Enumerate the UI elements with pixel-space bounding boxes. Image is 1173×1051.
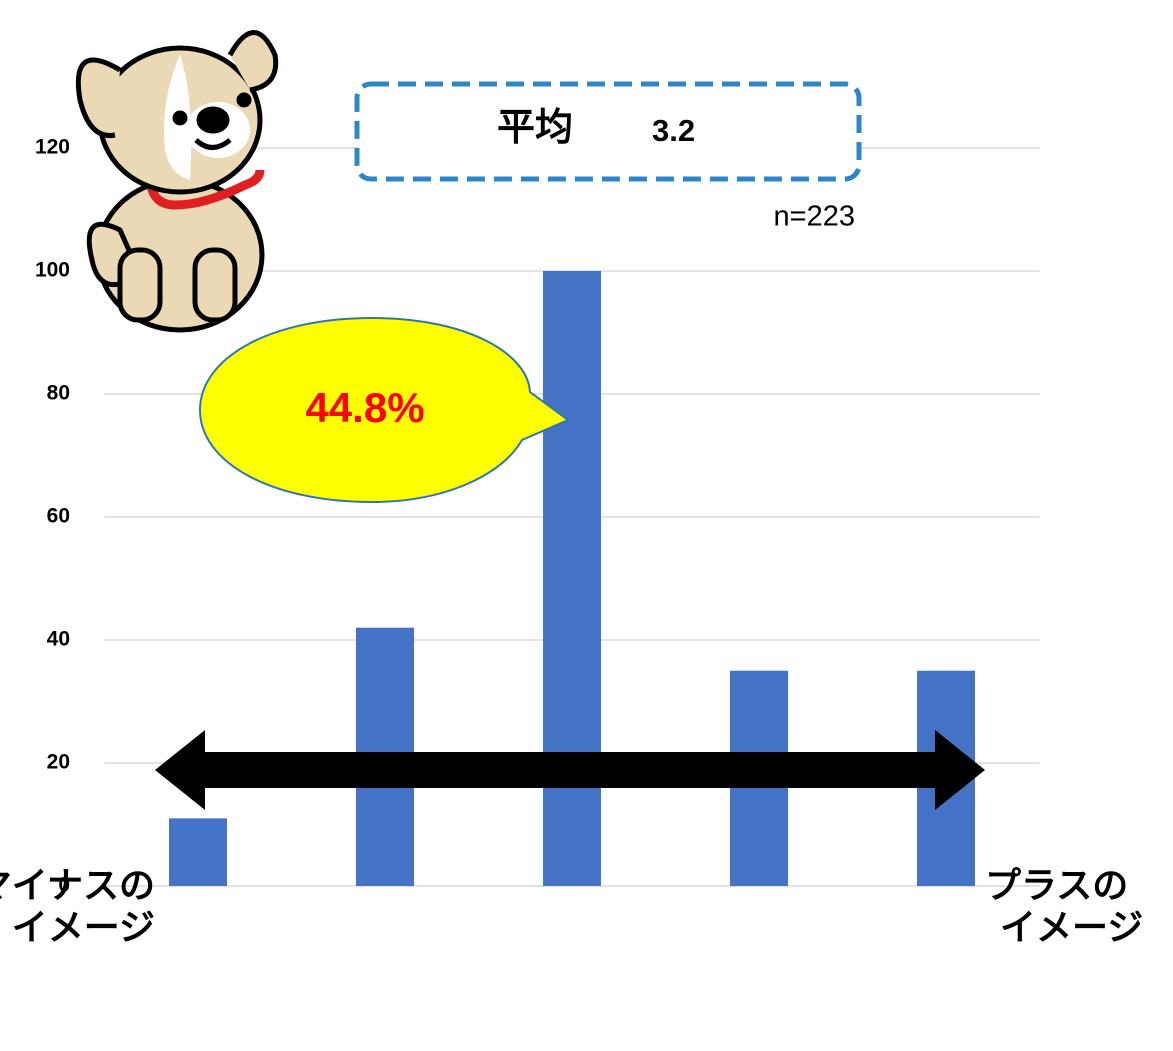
bar <box>169 818 227 886</box>
y-tick-label: 40 <box>47 628 70 651</box>
right-label: プラスの <box>985 865 1128 906</box>
mean-label: 平均 <box>497 107 573 149</box>
mean-box <box>357 84 859 179</box>
left-label: マイナスの <box>0 865 155 906</box>
right-label: イメージ <box>1000 907 1143 948</box>
mean-value: 3.2 <box>652 113 695 148</box>
dog-illustration <box>78 33 275 331</box>
left-label: イメージ <box>12 907 155 948</box>
callout-text: 44.8% <box>305 384 424 431</box>
y-tick-label: 100 <box>35 259 70 282</box>
bar <box>543 271 601 886</box>
y-tick-label: 120 <box>35 136 70 159</box>
page: {"chart_data": {"type": "bar", "categori… <box>0 0 1173 1051</box>
y-tick-label: 60 <box>47 505 70 528</box>
y-tick-label: 20 <box>47 751 70 774</box>
sample-size: n=223 <box>774 201 855 233</box>
y-tick-label: 80 <box>47 382 70 405</box>
chart: 02040608010012012345平均3.2n=22344.8%マイナスの… <box>0 0 1173 1051</box>
